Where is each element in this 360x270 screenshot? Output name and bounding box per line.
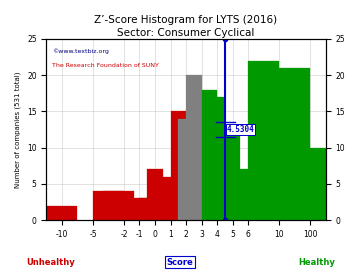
Bar — [114, 213, 129, 220]
Bar — [217, 126, 233, 220]
Bar — [163, 177, 178, 220]
Text: ©www.textbiz.org: ©www.textbiz.org — [52, 48, 109, 54]
Bar — [93, 191, 124, 220]
Bar — [132, 198, 147, 220]
Text: The Research Foundation of SUNY: The Research Foundation of SUNY — [52, 63, 159, 68]
Bar — [103, 191, 134, 220]
Bar — [225, 133, 240, 220]
Bar — [202, 90, 217, 220]
Bar — [46, 205, 77, 220]
Bar — [186, 75, 202, 220]
Bar — [194, 119, 209, 220]
Bar — [124, 205, 139, 220]
Bar — [178, 119, 194, 220]
Bar — [147, 169, 163, 220]
Bar — [279, 68, 310, 220]
Text: 4.5304: 4.5304 — [227, 125, 255, 134]
Text: Score: Score — [167, 258, 193, 266]
Bar — [233, 184, 248, 220]
Title: Z’-Score Histogram for LYTS (2016)
Sector: Consumer Cyclical: Z’-Score Histogram for LYTS (2016) Secto… — [94, 15, 278, 38]
Bar — [139, 198, 155, 220]
Bar — [155, 198, 171, 220]
Bar — [310, 148, 341, 220]
Text: Healthy: Healthy — [298, 258, 335, 266]
Bar — [240, 169, 256, 220]
Bar — [171, 112, 186, 220]
Y-axis label: Number of companies (531 total): Number of companies (531 total) — [15, 71, 22, 188]
Text: Unhealthy: Unhealthy — [26, 258, 75, 266]
Bar — [248, 61, 279, 220]
Bar — [209, 97, 225, 220]
